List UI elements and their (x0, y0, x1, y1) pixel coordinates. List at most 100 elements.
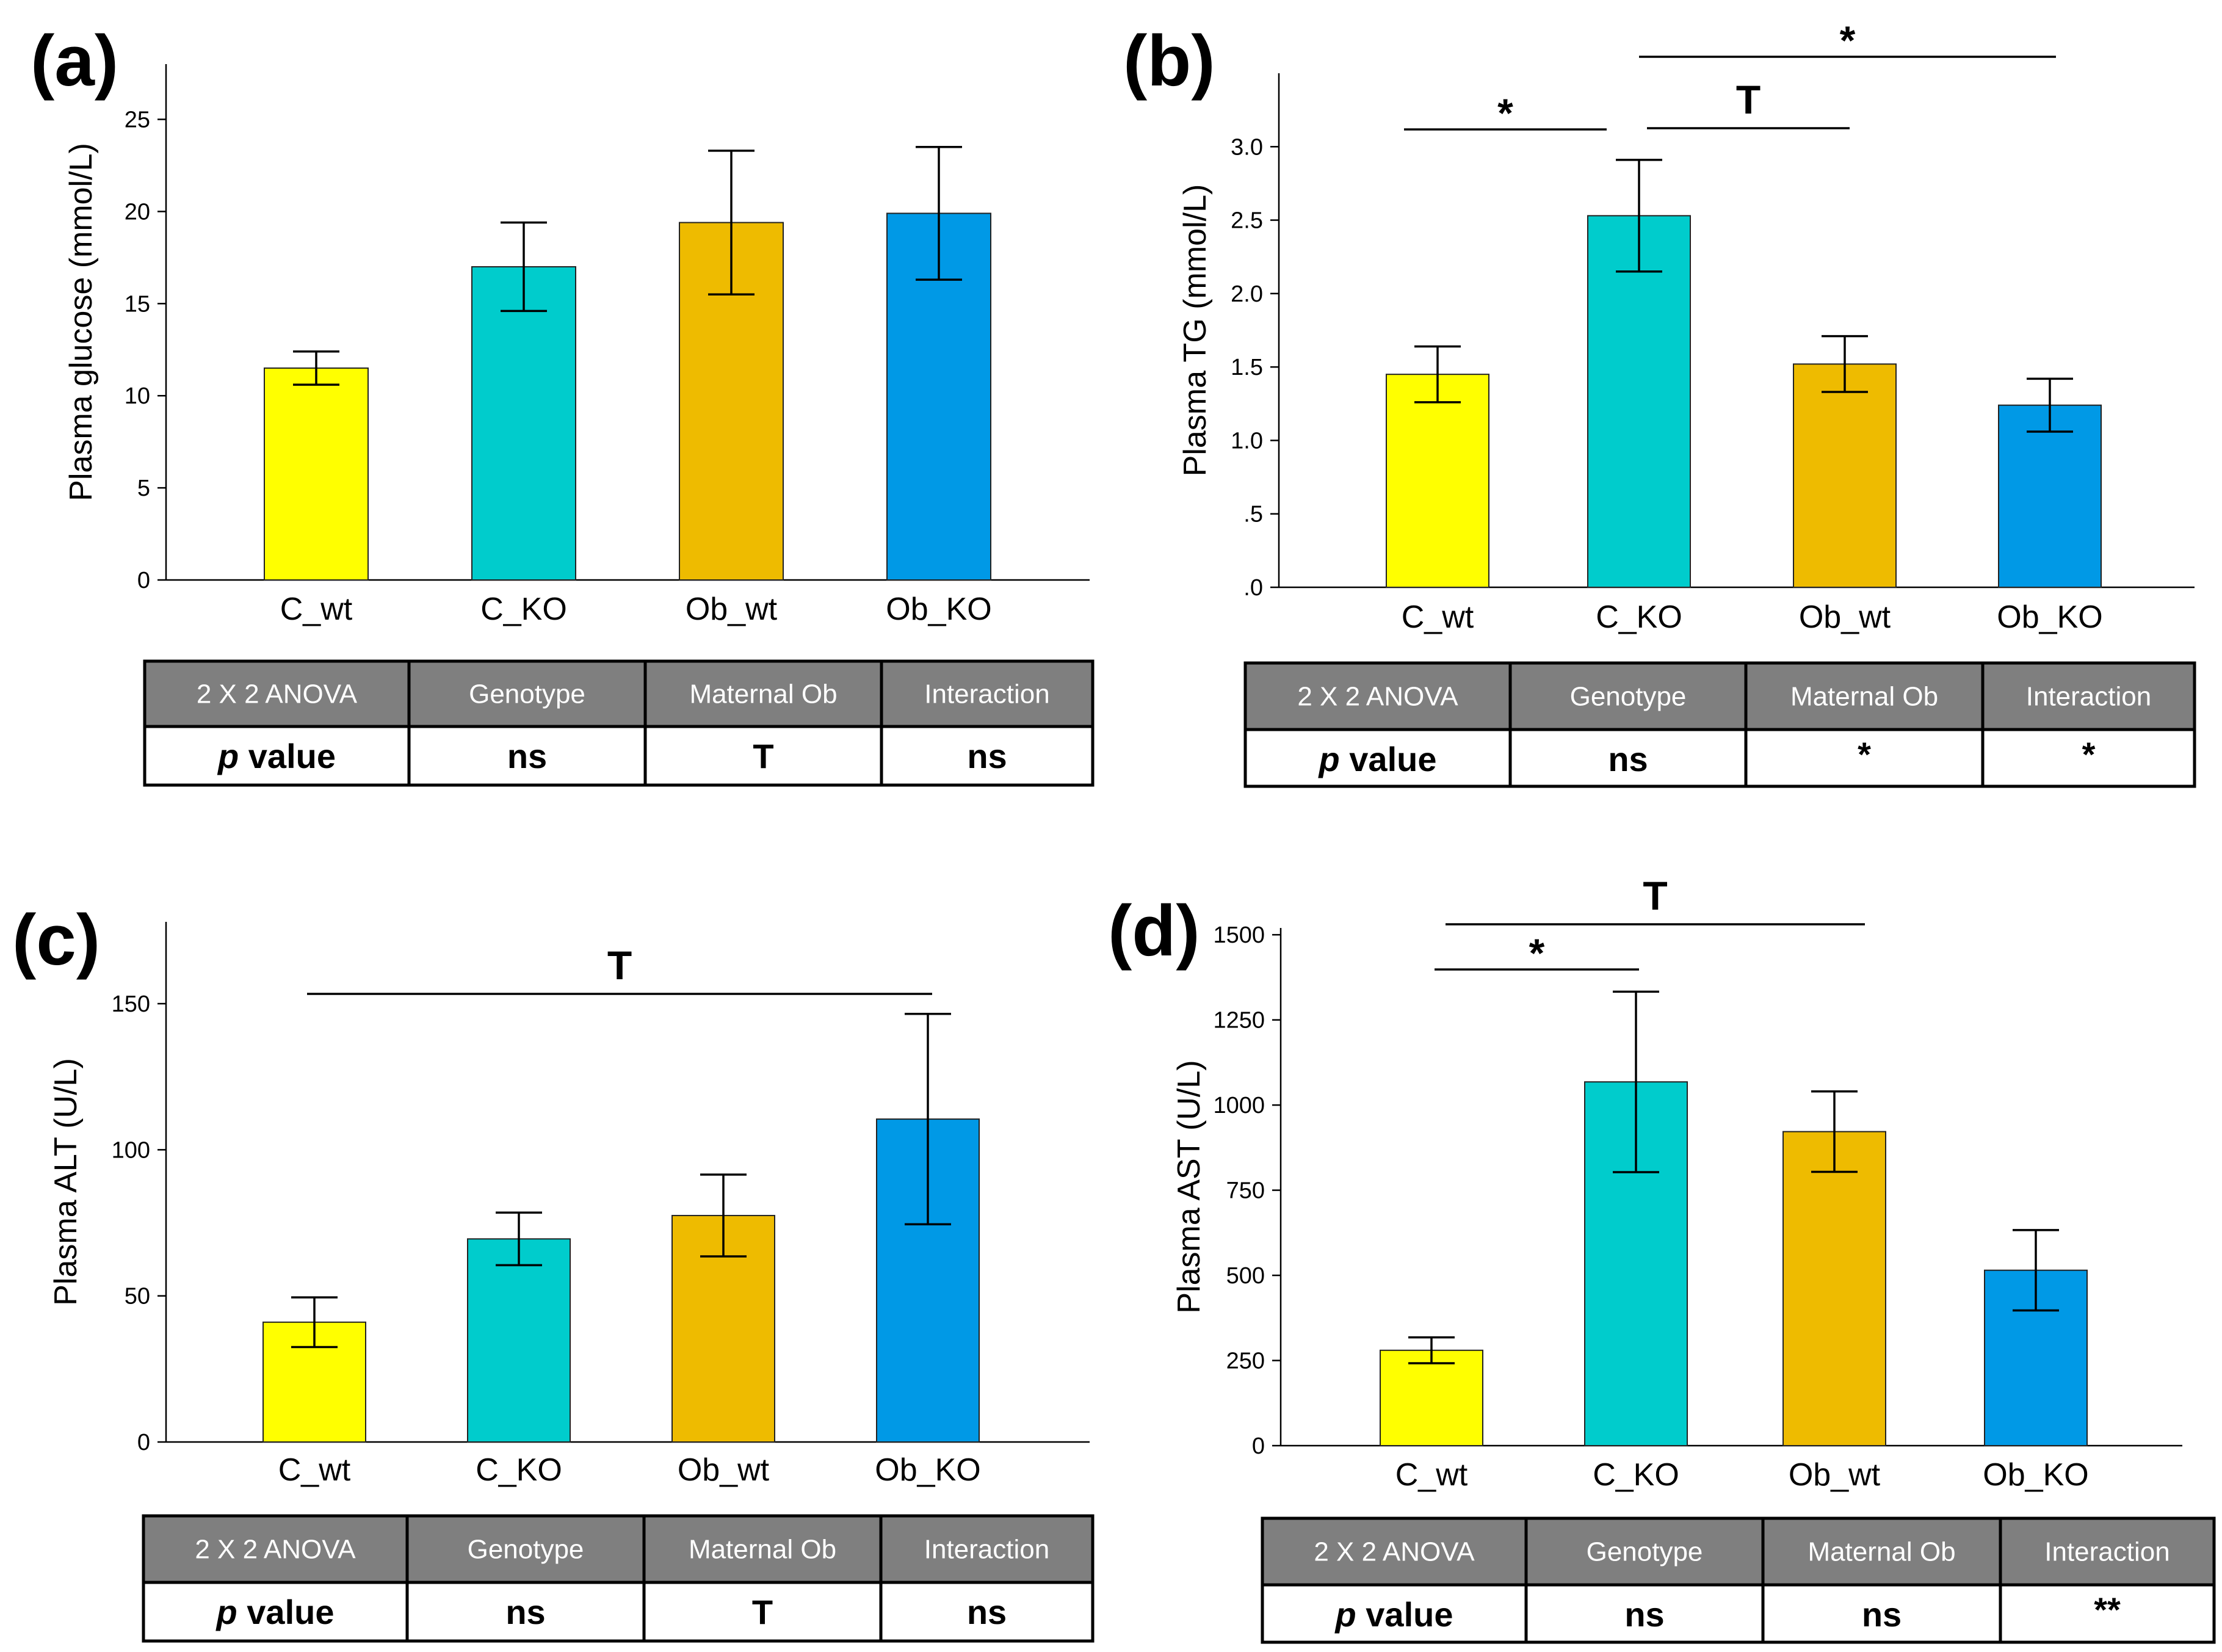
table-row-label: p value (215, 1593, 335, 1631)
anova-table: 2 X 2 ANOVA Genotype Maternal Ob Interactio… (143, 659, 1095, 787)
y-tick-label: 20 (125, 199, 150, 225)
table-header-cell: Interaction (2026, 682, 2151, 712)
panel-label: (c) (12, 900, 100, 980)
table-value-row (1261, 1583, 2216, 1644)
table-header-cell: 2 X 2 ANOVA (1297, 682, 1458, 712)
anova-table: 2 X 2 ANOVA Genotype Maternal Ob Interactio… (1243, 661, 2196, 788)
table-header-cell: Maternal Ob (1808, 1537, 1955, 1567)
chart-panel-c: (c) 0 50 100 150 Plasma ALT (U/L) C_wt C_KO Ob_w… (12, 900, 1095, 1643)
bar-C_wt (264, 367, 369, 581)
table-value-cell: ns (1624, 1595, 1664, 1634)
table-value-cell: * (1858, 735, 1871, 773)
significance-label: * (1529, 930, 1545, 976)
bar-Ob_wt (1793, 363, 1897, 588)
significance-label: T (607, 943, 632, 988)
y-axis-label: Plasma glucose (mmol/L) (63, 143, 99, 501)
chart-panel-a: (a) 0 5 10 15 20 25 Plasma glucose (mmol/L) C_wt… (31, 21, 1095, 787)
y-tick-label: 0 (1252, 1433, 1265, 1459)
value-word: value (1340, 740, 1437, 778)
table-value-cell: T (752, 1593, 773, 1631)
table-header-cell: Maternal Ob (689, 679, 837, 709)
table-value-cell: ns (967, 737, 1007, 775)
category-label: C_KO (480, 592, 567, 627)
y-tick-label: .5 (1243, 502, 1263, 527)
table-value-cell: ns (505, 1593, 545, 1631)
y-tick-label: 15 (125, 291, 150, 317)
category-label: Ob_KO (1983, 1457, 2088, 1493)
table-value-cell: T (753, 737, 773, 775)
y-tick-label: 25 (125, 107, 150, 133)
table-row-label: p value (1318, 740, 1437, 778)
y-tick-label: .0 (1243, 575, 1263, 601)
y-tick-label: 5 (137, 476, 150, 501)
table-value-row (143, 725, 1095, 787)
bar-C_wt (1380, 1349, 1483, 1447)
table-value-cell: ns (1862, 1595, 1902, 1634)
y-tick-label: 0 (137, 1430, 150, 1455)
anova-table: 2 X 2 ANOVA Genotype Maternal Ob Interactio… (1261, 1516, 2216, 1644)
y-tick-label: 750 (1226, 1178, 1265, 1204)
value-word: value (1356, 1595, 1453, 1634)
panel-label: (b) (1123, 21, 1215, 101)
table-row-label: p value (217, 737, 336, 775)
table-header-cell: Genotype (469, 679, 585, 709)
category-label: C_wt (278, 1452, 351, 1488)
y-tick-label: 3.0 (1231, 134, 1263, 160)
table-row-label: p value (1334, 1595, 1453, 1634)
bar-Ob_KO (1998, 404, 2102, 588)
p-italic: p (215, 1593, 237, 1631)
table-value-cell: ns (967, 1593, 1007, 1631)
category-label: Ob_KO (875, 1452, 980, 1488)
significance-label: T (1643, 873, 1667, 918)
category-label: C_KO (1596, 600, 1682, 635)
y-tick-label: 1.0 (1231, 428, 1263, 454)
y-tick-label: 150 (112, 991, 150, 1017)
significance-label: * (1497, 90, 1513, 136)
p-italic: p (217, 737, 239, 775)
y-tick-label: 1250 (1213, 1008, 1265, 1034)
table-value-cell: ** (2094, 1590, 2121, 1629)
category-label: C_wt (280, 592, 353, 627)
bar-C_wt (1386, 374, 1489, 589)
table-header-row (1243, 661, 2196, 731)
value-word: value (237, 1593, 335, 1631)
category-label: C_KO (1593, 1457, 1679, 1493)
category-label: Ob_wt (686, 592, 778, 627)
table-header-row (142, 1514, 1095, 1584)
y-tick-label: 250 (1226, 1349, 1265, 1374)
table-header-row (1261, 1516, 2216, 1587)
category-label: Ob_wt (1789, 1457, 1881, 1493)
y-tick-label: 50 (125, 1284, 150, 1310)
bar-C_KO (471, 266, 576, 581)
y-tick-label: 0 (137, 568, 150, 593)
category-label: Ob_wt (678, 1452, 770, 1488)
y-tick-label: 2.0 (1231, 281, 1263, 307)
table-header-cell: Genotype (468, 1535, 584, 1565)
table-value-row (1243, 728, 2196, 788)
y-axis-label: Plasma ALT (U/L) (48, 1058, 84, 1306)
y-tick-label: 10 (125, 383, 150, 409)
y-axis-label: Plasma AST (U/L) (1171, 1060, 1207, 1313)
y-tick-label: 500 (1226, 1263, 1265, 1289)
table-header-cell: Genotype (1570, 682, 1687, 712)
significance-label: T (1736, 77, 1761, 122)
table-header-cell: Maternal Ob (689, 1535, 836, 1565)
bar-Ob_wt (1782, 1131, 1886, 1447)
category-label: Ob_KO (886, 592, 991, 627)
y-tick-label: 2.5 (1231, 208, 1263, 234)
category-label: C_wt (1395, 1457, 1468, 1493)
table-header-row (143, 659, 1095, 728)
p-italic: p (1318, 740, 1340, 778)
y-tick-label: 100 (112, 1137, 150, 1163)
table-value-cell: * (2082, 735, 2096, 773)
table-value-cell: ns (1608, 740, 1648, 778)
y-tick-label: 1.5 (1231, 355, 1263, 380)
significance-label: * (1840, 18, 1856, 63)
table-value-row (142, 1581, 1095, 1643)
y-tick-label: 1500 (1213, 922, 1265, 948)
table-header-cell: 2 X 2 ANOVA (195, 1535, 356, 1565)
table-header-cell: Maternal Ob (1790, 682, 1938, 712)
panel-label: (a) (31, 21, 118, 101)
table-header-cell: Interaction (2044, 1537, 2170, 1567)
